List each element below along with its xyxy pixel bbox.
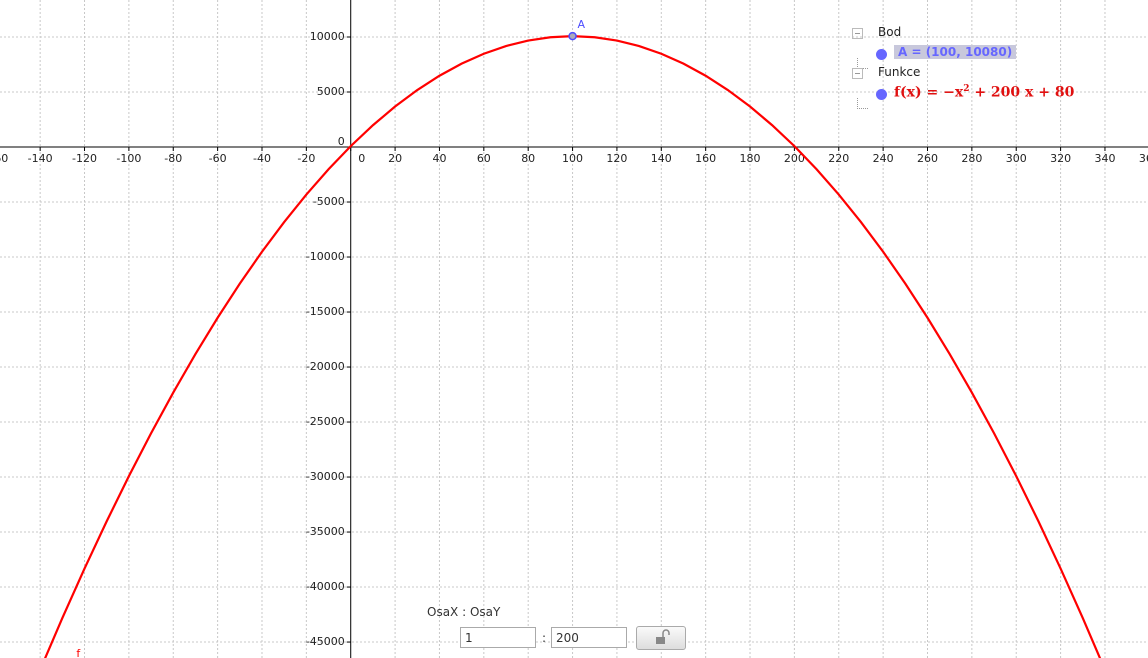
x-tick-label: 240 (873, 152, 894, 165)
x-tick-label: -100 (116, 152, 141, 165)
curve-label: f (76, 647, 81, 658)
function-definition: f(x) = −x2 + 200 x + 80 (894, 84, 1074, 101)
x-tick-label: 140 (651, 152, 672, 165)
x-tick-label: 280 (961, 152, 982, 165)
visibility-dot[interactable] (876, 49, 887, 60)
y-tick-label: -25000 (306, 415, 345, 428)
x-tick-label: -40 (253, 152, 271, 165)
x-tick-label: 40 (432, 152, 446, 165)
y-tick-label: -40000 (306, 580, 345, 593)
y-tick-label: -10000 (306, 250, 345, 263)
x-tick-label: 120 (606, 152, 627, 165)
point-label: A (578, 18, 586, 31)
x-ratio-input[interactable]: 1 (460, 627, 536, 648)
x-tick-label: 80 (521, 152, 535, 165)
y-tick-label: -45000 (306, 635, 345, 648)
x-tick-label: -20 (297, 152, 315, 165)
formula-exponent: 2 (963, 84, 970, 94)
ratio-label: OsaX : OsaY (427, 605, 501, 619)
y-tick-label: -20000 (306, 360, 345, 373)
x-tick-label: 220 (828, 152, 849, 165)
lock-button[interactable] (636, 626, 686, 650)
x-tick-label: 60 (477, 152, 491, 165)
x-tick-label: 340 (1094, 152, 1115, 165)
x-tick-label: 160 (695, 152, 716, 165)
y-tick-label: -15000 (306, 305, 345, 318)
point (568, 31, 577, 41)
y-tick-label: 5000 (317, 85, 345, 98)
x-tick-label: 300 (1006, 152, 1027, 165)
group-header: Bod (878, 25, 902, 39)
x-tick-label: -80 (164, 152, 182, 165)
y-tick-label: -5000 (313, 195, 345, 208)
x-tick-label: -60 (209, 152, 227, 165)
x-tick-label: -140 (28, 152, 53, 165)
x-tick-label: 100 (562, 152, 583, 165)
y-tick-label: 0 (338, 135, 345, 148)
formula-part: + 200 x + 80 (969, 84, 1075, 101)
x-tick-label: 200 (784, 152, 805, 165)
group-header: Funkce (878, 65, 921, 79)
x-tick-label: 260 (917, 152, 938, 165)
y-tick-label: -30000 (306, 470, 345, 483)
x-tick-label: -120 (72, 152, 97, 165)
x-tick-label: 360 (1139, 152, 1148, 165)
formula-part: f(x) = −x (894, 84, 964, 101)
y-tick-label: 10000 (310, 30, 345, 43)
x-tick-label: 0 (358, 152, 365, 165)
x-tick-label: 20 (388, 152, 402, 165)
ratio-separator: : (542, 631, 547, 645)
visibility-dot[interactable] (876, 89, 887, 100)
x-tick-label: 320 (1050, 152, 1071, 165)
y-ratio-input[interactable]: 200 (551, 627, 627, 648)
x-tick-label: -160 (0, 152, 8, 165)
y-tick-label: -35000 (306, 525, 345, 538)
x-tick-label: 180 (740, 152, 761, 165)
point-definition: A = (100, 10080) (894, 45, 1017, 59)
